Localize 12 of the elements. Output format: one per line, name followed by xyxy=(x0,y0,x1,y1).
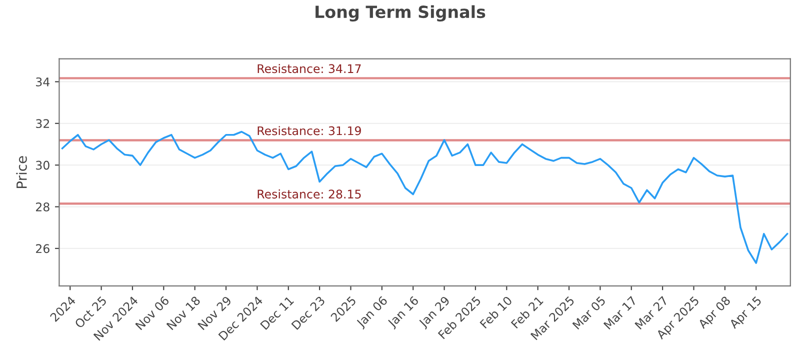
x-tick-label: Jan 06 xyxy=(355,296,390,330)
ref-line-label: Resistance: 31.19 xyxy=(258,126,361,136)
ref-line-label: Resistance: 28.15 xyxy=(258,189,361,199)
y-tick-label: 34 xyxy=(36,77,50,86)
y-tick-label: 26 xyxy=(36,244,50,254)
ref-line-label: Resistance: 34.17 xyxy=(258,64,361,74)
chart-title: Long Term Signals xyxy=(316,5,486,22)
x-tick-label: Jan 16 xyxy=(386,296,421,330)
y-axis-title: Price xyxy=(16,156,27,188)
y-tick-label: 30 xyxy=(36,160,50,170)
y-tick-label: 32 xyxy=(36,119,49,128)
y-tick-label: 28 xyxy=(36,202,50,212)
